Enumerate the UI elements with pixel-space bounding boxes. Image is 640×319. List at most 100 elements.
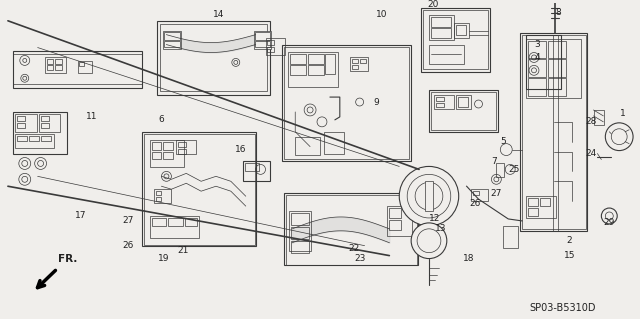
Bar [159,24,266,91]
Bar [150,140,184,167]
Bar [291,241,309,253]
Bar [164,41,180,47]
Text: 7: 7 [492,157,497,166]
Bar [286,195,417,264]
Bar [503,226,518,248]
Bar [526,196,556,218]
Bar [548,59,566,77]
Bar [13,50,141,88]
Bar [284,47,409,160]
Bar [141,132,255,246]
Bar [431,17,451,27]
Bar [17,116,25,121]
Bar [291,227,309,239]
Bar [163,142,173,150]
Bar [540,198,550,206]
Bar [284,193,418,264]
Bar [423,10,488,69]
Bar [156,191,161,195]
Bar [255,41,271,47]
Bar [154,189,172,203]
Bar [421,8,490,72]
Bar [177,140,196,153]
Text: FR.: FR. [58,254,77,263]
Bar [266,38,285,56]
Bar [78,62,92,73]
Bar [164,32,180,40]
Bar [352,59,358,63]
Bar [40,116,49,121]
Bar [520,33,588,231]
Bar [255,32,271,40]
Bar [291,55,306,64]
Bar [291,213,309,225]
Bar [40,136,51,141]
Bar [29,136,38,141]
Bar [266,40,275,45]
Bar [425,181,433,211]
Text: 4: 4 [534,53,540,62]
Bar [17,136,27,141]
Text: 21: 21 [177,246,189,255]
Bar [522,35,586,229]
Bar [47,59,54,64]
Bar [152,218,166,226]
Bar [436,97,444,101]
Bar [289,211,311,251]
Text: 17: 17 [74,211,86,220]
Bar [454,23,468,38]
Bar [179,142,186,147]
Text: 18: 18 [463,254,474,263]
Text: SP03-B5310D: SP03-B5310D [529,303,596,313]
Bar [295,137,320,154]
Text: 25: 25 [509,165,520,174]
Circle shape [399,167,459,226]
Bar [17,123,25,128]
Bar [282,45,411,161]
Bar [528,41,546,58]
Bar [352,65,358,69]
Text: 22: 22 [348,244,359,253]
Bar [431,92,497,130]
Bar [163,152,173,160]
Circle shape [411,223,447,259]
Bar [308,65,324,75]
Bar [13,112,67,153]
Text: 29: 29 [604,219,615,227]
Bar [157,21,271,95]
Text: 11: 11 [86,112,98,122]
Bar [434,95,454,109]
Text: 27: 27 [122,216,134,226]
Text: 5: 5 [500,137,506,146]
Bar [56,59,63,64]
Text: 26: 26 [469,199,480,208]
Bar [56,65,63,70]
Bar [528,198,538,206]
Bar [150,216,199,238]
Text: 12: 12 [429,214,440,223]
Bar [15,114,36,132]
Bar [38,114,60,132]
Bar [185,218,197,226]
Bar [324,132,344,153]
Bar [528,59,546,77]
Text: 16: 16 [235,145,246,154]
Bar [308,55,324,64]
Text: 3: 3 [534,40,540,49]
Bar [429,45,463,64]
Bar [79,63,84,66]
Bar [325,55,335,74]
Text: 20: 20 [428,0,438,10]
Text: 28: 28 [586,117,597,126]
Bar [497,163,504,177]
Text: 19: 19 [157,254,169,263]
Bar [243,161,271,181]
Bar [288,53,338,87]
Bar [360,59,365,63]
Bar [429,15,454,40]
Bar [528,78,546,96]
Text: 8: 8 [555,8,561,17]
Bar [429,90,499,132]
Bar [47,65,54,70]
Bar [456,25,466,35]
